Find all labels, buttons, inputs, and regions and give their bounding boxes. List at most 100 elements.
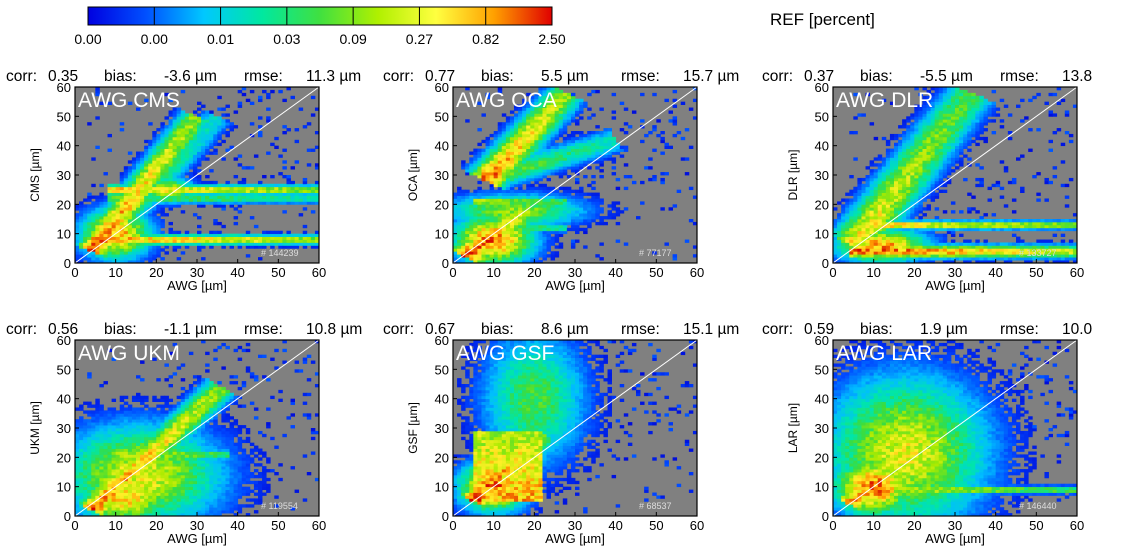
heatmap-cell xyxy=(489,160,495,164)
heatmap-cell xyxy=(902,139,907,144)
heatmap-cell xyxy=(894,257,899,261)
heatmap-cell xyxy=(290,201,295,205)
heatmap-cell xyxy=(1016,224,1021,229)
heatmap-cell xyxy=(542,110,547,114)
heatmap-cell xyxy=(1024,251,1029,255)
heatmap-cell xyxy=(75,216,80,220)
heatmap-cell xyxy=(922,239,927,243)
heatmap-cell xyxy=(213,136,218,141)
heatmap-cell xyxy=(534,163,539,167)
heatmap-cell xyxy=(877,175,883,179)
heatmap-cell xyxy=(489,251,495,255)
heatmap-cell xyxy=(1007,113,1013,117)
heatmap-cell xyxy=(910,257,915,261)
heatmap-cell xyxy=(619,154,625,158)
heatmap-cell xyxy=(140,242,145,246)
heatmap-cell xyxy=(1007,254,1013,258)
heatmap-cell xyxy=(562,98,568,103)
heatmap-cell xyxy=(849,245,854,249)
heatmap-cell xyxy=(148,210,153,214)
heatmap-cell xyxy=(245,245,251,249)
heatmap-cell xyxy=(575,142,580,147)
heatmap-cell xyxy=(245,189,251,193)
heatmap-cell xyxy=(497,239,503,243)
heatmap-cell xyxy=(930,227,936,232)
heatmap-cell xyxy=(485,227,490,232)
heatmap-cell xyxy=(115,210,121,214)
heatmap-cell xyxy=(546,195,551,199)
heatmap-cell xyxy=(873,183,879,188)
heatmap-cell xyxy=(497,166,503,170)
heatmap-cell xyxy=(123,195,129,199)
heatmap-cell xyxy=(914,131,919,135)
heatmap-cell xyxy=(918,260,923,264)
heatmap-cell xyxy=(205,128,210,132)
panel-title: AWG OCA xyxy=(456,89,557,112)
heatmap-cell xyxy=(575,163,580,167)
heatmap-cell xyxy=(123,251,129,255)
heatmap-cell xyxy=(849,198,854,202)
heatmap-cell xyxy=(172,116,178,120)
heatmap-cell xyxy=(914,160,919,164)
heatmap-cell xyxy=(833,257,838,261)
heatmap-cell xyxy=(546,186,551,191)
heatmap-cell xyxy=(881,172,887,176)
heatmap-cell xyxy=(914,145,919,149)
heatmap-cell xyxy=(522,251,527,255)
heatmap-cell xyxy=(115,257,121,261)
heatmap-cell xyxy=(209,116,214,120)
heatmap-cell xyxy=(926,233,931,237)
heatmap-cell xyxy=(119,239,125,243)
heatmap-cell xyxy=(168,236,173,240)
heatmap-cell xyxy=(934,145,940,149)
heatmap-cell xyxy=(123,213,129,217)
heatmap-cell xyxy=(518,242,523,246)
heatmap-cell xyxy=(184,242,190,246)
heatmap-cell xyxy=(91,183,96,188)
heatmap-cell xyxy=(599,242,604,246)
heatmap-cell xyxy=(75,242,80,246)
heatmap-cell xyxy=(885,151,891,155)
heatmap-cell xyxy=(197,175,202,179)
heatmap-cell xyxy=(95,210,100,214)
heatmap-cell xyxy=(853,219,858,223)
heatmap-cell xyxy=(566,122,572,126)
heatmap-cell xyxy=(857,186,862,191)
heatmap-cell xyxy=(469,221,474,226)
heatmap-cell xyxy=(542,163,547,167)
heatmap-cell xyxy=(938,92,944,97)
heatmap-cell xyxy=(83,239,88,243)
heatmap-cell xyxy=(83,245,88,249)
heatmap-cell xyxy=(934,95,940,100)
heatmap-cell xyxy=(473,236,478,240)
heatmap-cell xyxy=(841,213,846,217)
heatmap-cell xyxy=(845,192,850,196)
heatmap-cell xyxy=(963,92,968,97)
heatmap-cell xyxy=(485,192,490,196)
heatmap-cell xyxy=(172,148,178,152)
heatmap-cell xyxy=(926,136,931,141)
heatmap-cell xyxy=(979,224,984,229)
heatmap-cell xyxy=(554,201,560,205)
heatmap-cell xyxy=(885,192,891,196)
heatmap-cell xyxy=(910,139,915,144)
heatmap-cell xyxy=(131,198,137,202)
heatmap-cell xyxy=(906,221,911,226)
heatmap-cell xyxy=(914,207,919,211)
heatmap-cell xyxy=(991,219,997,223)
heatmap-cell xyxy=(306,122,312,126)
heatmap-cell xyxy=(164,157,169,161)
heatmap-cell xyxy=(131,210,137,214)
heatmap-cell xyxy=(148,201,153,205)
heatmap-cell xyxy=(111,242,117,246)
heatmap-cell xyxy=(87,224,92,229)
heatmap-cell xyxy=(902,242,907,246)
heatmap-cell xyxy=(979,101,984,105)
heatmap-cell xyxy=(461,219,466,223)
heatmap-cell xyxy=(131,251,137,255)
heatmap-cell xyxy=(566,166,572,170)
heatmap-cell xyxy=(530,201,535,205)
heatmap-cell xyxy=(1020,98,1025,103)
heatmap-cell xyxy=(115,213,121,217)
heatmap-cell xyxy=(538,128,543,132)
